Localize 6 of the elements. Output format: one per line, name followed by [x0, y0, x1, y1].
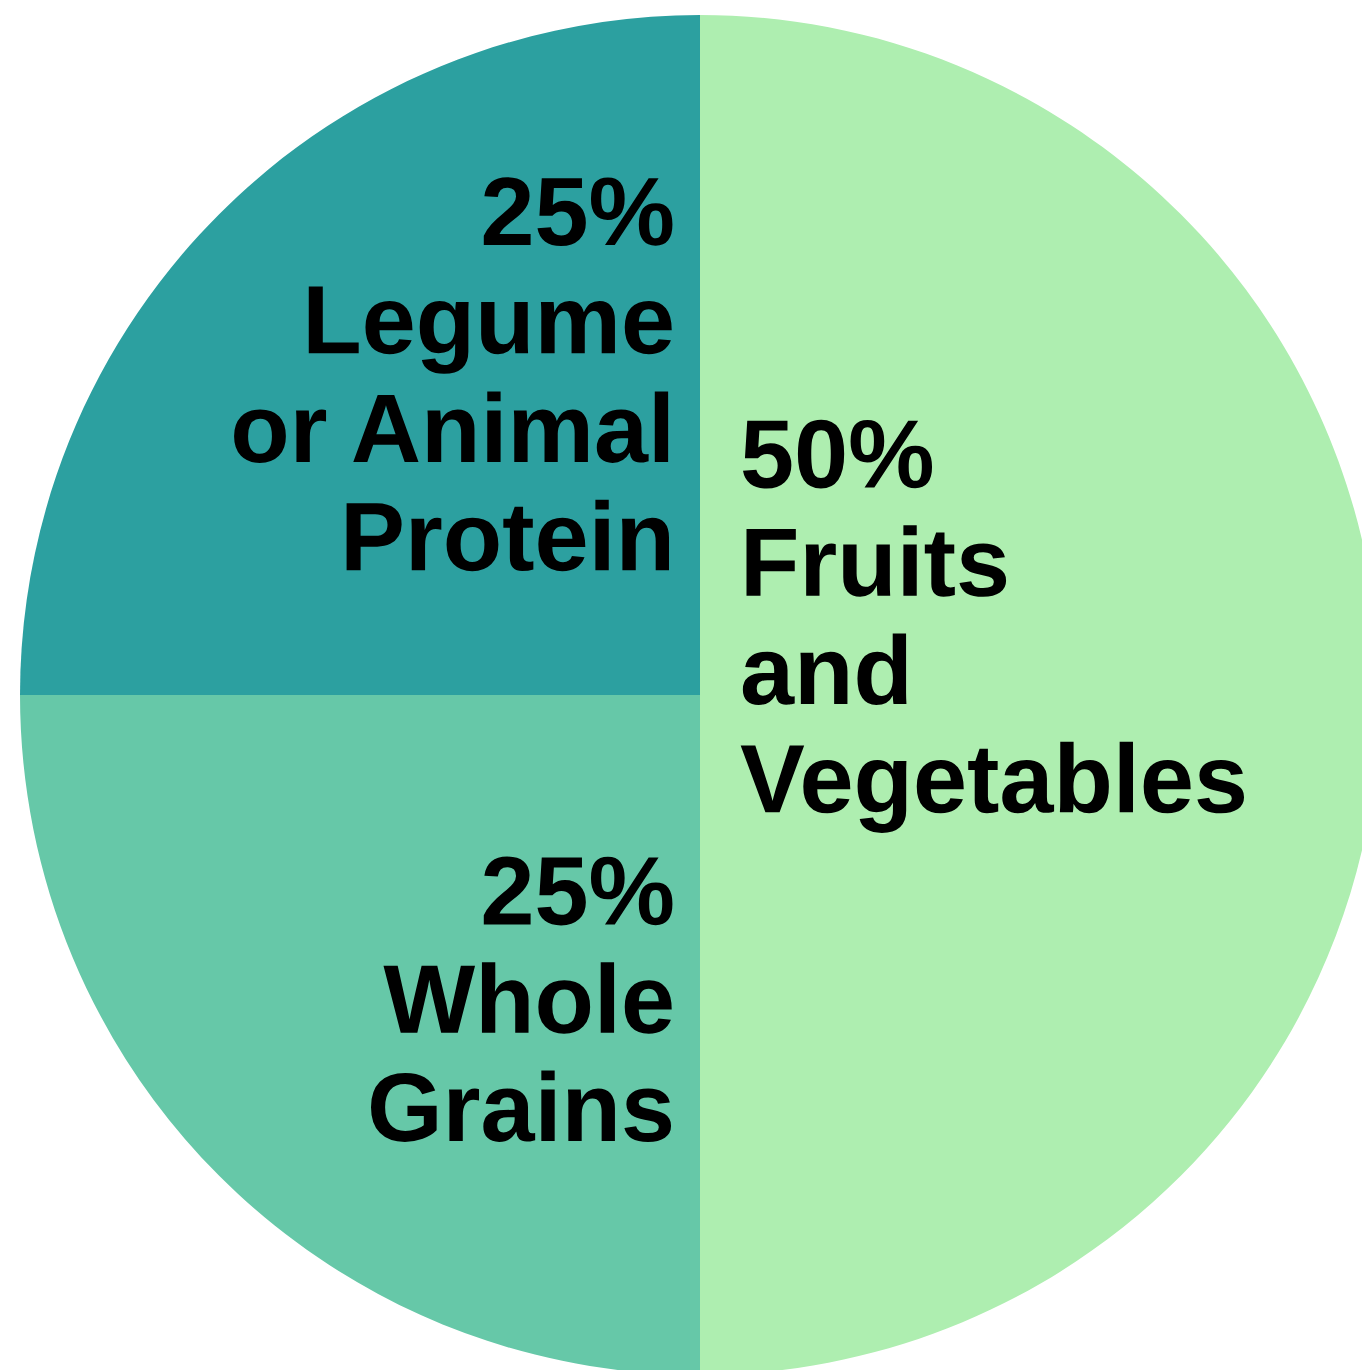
slice-label: Whole Grains: [371, 962, 672, 1142]
data-label: 50%: [742, 419, 933, 489]
slice-label: Legume or Animal Protein: [234, 286, 672, 572]
slice-label: Fruits and Vegetables: [740, 525, 1245, 833]
data-label: 25%: [483, 856, 673, 926]
data-label: 25%: [483, 177, 673, 246]
